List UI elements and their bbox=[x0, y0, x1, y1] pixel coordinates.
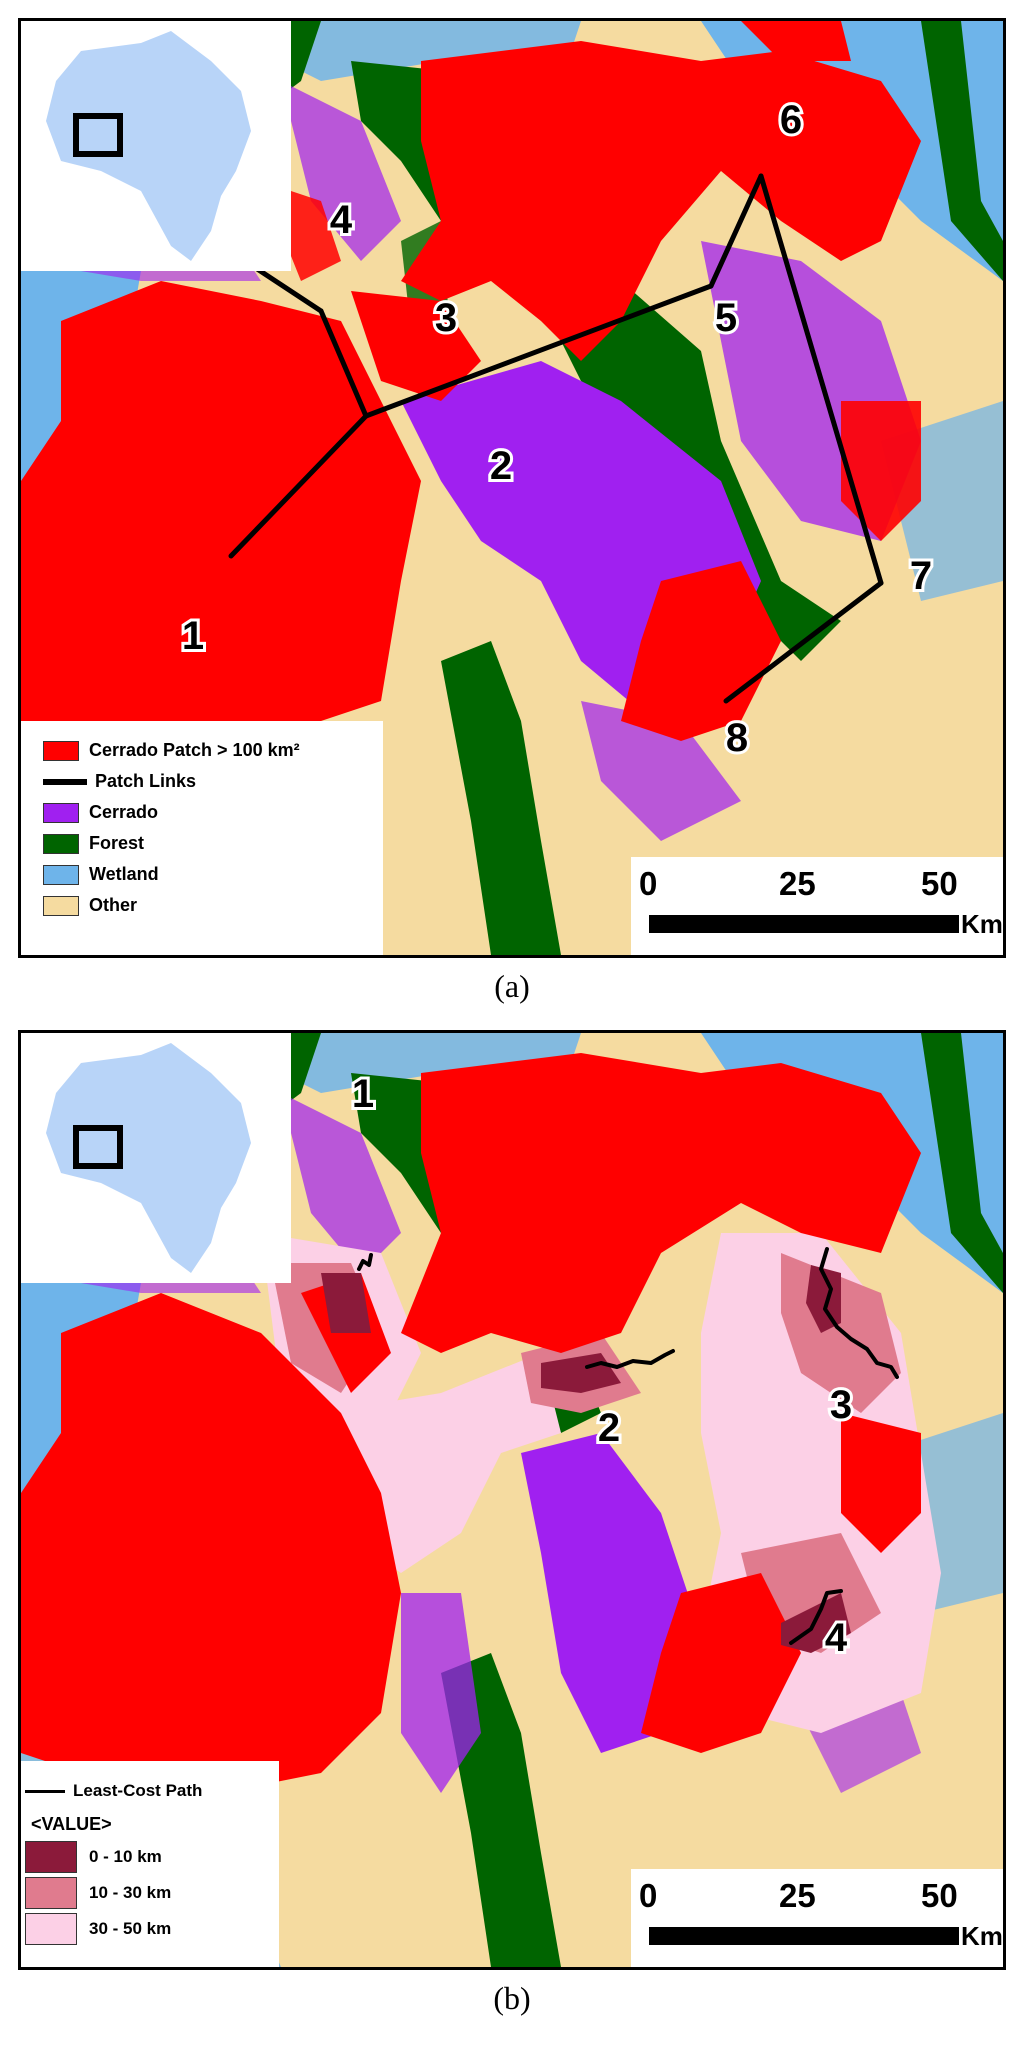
legend-item-least-cost-path: Least-Cost Path bbox=[25, 1773, 279, 1809]
legend-b: Least-Cost Path <VALUE> 0 - 10 km 10 - 3… bbox=[21, 1761, 279, 1967]
locator-inset-a bbox=[21, 21, 291, 271]
legend-item-30-50km: 30 - 50 km bbox=[25, 1911, 279, 1947]
scale-unit: Km bbox=[961, 1921, 1003, 1951]
legend-label: Cerrado bbox=[89, 802, 159, 822]
legend-item-other: Other bbox=[43, 890, 383, 921]
map-panel-a: 1 2 3 4 5 6 7 8 Cerrado Patch > 100 km² … bbox=[18, 18, 1006, 958]
locator-box-icon bbox=[73, 1125, 123, 1169]
legend-label: Other bbox=[89, 895, 138, 915]
scale-tick-50: 50 bbox=[921, 1877, 958, 1914]
land-cover-map-a bbox=[21, 21, 1003, 955]
legend-item-wetland: Wetland bbox=[43, 859, 383, 890]
legend-item-10-30km: 10 - 30 km bbox=[25, 1875, 279, 1911]
legend-swatch bbox=[43, 864, 79, 885]
scale-bar-a: 0 25 50 Km bbox=[631, 857, 1003, 955]
legend-swatch bbox=[43, 802, 79, 823]
legend-swatch bbox=[25, 1841, 77, 1873]
scale-bar-graphic bbox=[649, 1927, 959, 1945]
scale-unit: Km bbox=[961, 909, 1003, 939]
legend-title: <VALUE> bbox=[31, 1813, 112, 1834]
legend-swatch bbox=[25, 1913, 77, 1945]
legend-label: 0 - 10 km bbox=[89, 1847, 162, 1866]
locator-box-icon bbox=[73, 113, 123, 157]
legend-line-swatch bbox=[25, 1789, 65, 1793]
state-outline-icon bbox=[46, 31, 251, 261]
scale-tick-0: 0 bbox=[639, 865, 658, 902]
scale-tick-25: 25 bbox=[779, 865, 816, 902]
legend-item-cerrado: Cerrado bbox=[43, 797, 383, 828]
map-panel-b: 1 2 3 4 Least-Cost Path <VALUE> 0 - 10 k… bbox=[18, 1030, 1006, 1970]
legend-label: Least-Cost Path bbox=[73, 1781, 203, 1800]
legend-swatch bbox=[43, 833, 79, 854]
scale-bar-b: 0 25 50 Km bbox=[631, 1869, 1003, 1967]
scale-tick-0: 0 bbox=[639, 1877, 658, 1914]
legend-item-forest: Forest bbox=[43, 828, 383, 859]
legend-a: Cerrado Patch > 100 km² Patch Links Cerr… bbox=[21, 721, 383, 955]
legend-label: Forest bbox=[89, 833, 145, 853]
caption-b: (b) bbox=[493, 1980, 531, 2016]
scale-bar-graphic bbox=[649, 915, 959, 933]
legend-item-patch-links: Patch Links bbox=[43, 766, 383, 797]
legend-swatch bbox=[43, 895, 79, 916]
legend-item-0-10km: 0 - 10 km bbox=[25, 1839, 279, 1875]
scale-tick-25: 25 bbox=[779, 1877, 816, 1914]
locator-inset-b bbox=[21, 1033, 291, 1283]
legend-swatch bbox=[25, 1877, 77, 1909]
legend-item-cerrado-patch: Cerrado Patch > 100 km² bbox=[43, 735, 383, 766]
caption-a: (a) bbox=[494, 968, 530, 1004]
legend-label: Patch Links bbox=[95, 771, 197, 791]
least-cost-paths bbox=[357, 1247, 899, 1645]
legend-label: 30 - 50 km bbox=[89, 1919, 172, 1938]
patch-links bbox=[228, 173, 884, 704]
state-outline-icon bbox=[46, 1043, 251, 1273]
legend-swatch bbox=[43, 740, 79, 761]
scale-tick-50: 50 bbox=[921, 865, 958, 902]
legend-line-swatch bbox=[43, 778, 87, 785]
land-cover-map-b bbox=[21, 1033, 1003, 1967]
legend-label: 10 - 30 km bbox=[89, 1883, 172, 1902]
legend-label: Wetland bbox=[89, 864, 159, 884]
legend-label: Cerrado Patch > 100 km² bbox=[89, 740, 300, 760]
